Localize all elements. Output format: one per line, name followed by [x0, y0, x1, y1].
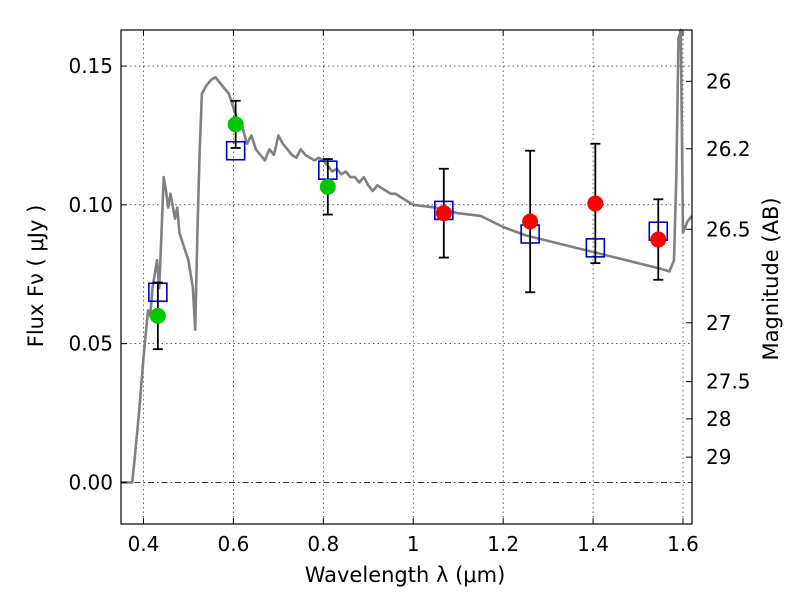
mag-tick-label: 26.2	[706, 137, 751, 161]
x-tick-label: 1.2	[487, 532, 519, 556]
x-axis-label: Wavelength λ (μm)	[305, 563, 506, 587]
nir-data-point	[435, 205, 452, 222]
x-tick-label: 0.6	[217, 532, 249, 556]
mag-tick-label: 26	[706, 69, 731, 93]
nir-data-point	[650, 231, 667, 248]
y-axis-label: Flux Fν ( μJy )	[24, 205, 48, 348]
x-tick-label: 1.6	[667, 532, 699, 556]
nir-data-point	[587, 195, 604, 212]
y2-axis-label: Magnitude (AB)	[759, 197, 783, 360]
optical-data-point	[227, 116, 244, 133]
x-tick-label: 0.4	[128, 532, 160, 556]
y-tick-label: 0.10	[68, 193, 113, 217]
sed-model-line	[121, 28, 694, 484]
mag-tick-label: 27.5	[706, 370, 751, 394]
nir-data-point	[522, 213, 539, 230]
mag-tick-label: 26.5	[706, 217, 751, 241]
plot-frame	[120, 29, 693, 525]
mag-tick-label: 29	[706, 445, 731, 469]
y-tick-label: 0.00	[68, 470, 113, 494]
data-series	[121, 28, 694, 484]
x-tick-label: 1.4	[577, 532, 609, 556]
mag-tick-label: 28	[706, 407, 731, 431]
optical-data-point	[319, 178, 336, 195]
x-tick-label: 0.8	[307, 532, 339, 556]
axis-ticks: 0.4 0.6 0.8 1 1.2 1.4 1.6 0.00 0.05 0.10 0.15 26 26.…	[68, 30, 751, 556]
y-tick-label: 0.15	[68, 54, 113, 78]
y-tick-label: 0.05	[68, 332, 113, 356]
optical-data-point	[149, 307, 166, 324]
x-tick-label: 1	[407, 532, 420, 556]
mag-tick-label: 27	[706, 311, 731, 335]
